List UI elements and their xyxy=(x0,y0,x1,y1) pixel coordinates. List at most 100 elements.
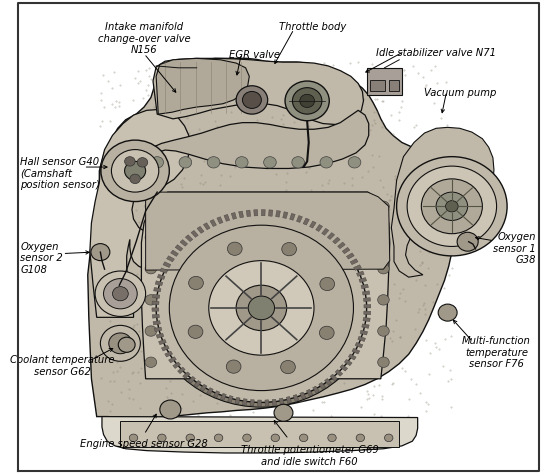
Polygon shape xyxy=(254,210,258,216)
Point xyxy=(370,383,379,390)
Point xyxy=(189,326,198,333)
Point xyxy=(112,358,121,366)
Point xyxy=(133,223,141,230)
Point xyxy=(314,272,322,280)
Point xyxy=(296,266,305,274)
Point xyxy=(377,395,386,403)
Circle shape xyxy=(384,434,393,442)
Point xyxy=(95,122,104,129)
Point xyxy=(199,157,208,164)
Point xyxy=(277,316,286,323)
Point xyxy=(345,372,354,380)
Point xyxy=(166,389,175,397)
Point xyxy=(294,211,303,219)
Polygon shape xyxy=(355,342,363,348)
Point xyxy=(181,279,190,287)
Point xyxy=(114,102,123,110)
Point xyxy=(377,84,386,91)
Point xyxy=(410,178,418,185)
Polygon shape xyxy=(268,210,273,216)
Point xyxy=(422,399,431,406)
Point xyxy=(332,107,340,114)
Point xyxy=(308,406,317,413)
Polygon shape xyxy=(194,381,201,387)
Point xyxy=(115,158,124,165)
Point xyxy=(112,142,121,149)
Point xyxy=(397,237,405,245)
Polygon shape xyxy=(153,287,161,292)
Point xyxy=(118,223,126,230)
Polygon shape xyxy=(156,333,164,338)
Circle shape xyxy=(235,156,248,168)
Point xyxy=(282,187,291,194)
Circle shape xyxy=(130,174,140,183)
Point xyxy=(144,288,152,295)
Point xyxy=(249,340,257,348)
Point xyxy=(304,81,312,89)
Polygon shape xyxy=(340,365,347,371)
Point xyxy=(396,290,404,297)
Point xyxy=(180,146,189,154)
Point xyxy=(143,81,152,88)
Polygon shape xyxy=(360,330,367,335)
Point xyxy=(391,242,399,250)
Text: Throttle potentiometer G69
and idle switch F60: Throttle potentiometer G69 and idle swit… xyxy=(241,445,379,466)
Point xyxy=(403,412,412,419)
Point xyxy=(401,297,410,305)
Polygon shape xyxy=(191,230,198,237)
Point xyxy=(319,187,327,194)
Point xyxy=(276,115,285,123)
Point xyxy=(368,81,377,89)
Point xyxy=(100,149,109,157)
Point xyxy=(150,103,158,110)
Point xyxy=(134,244,143,251)
Point xyxy=(229,378,238,385)
Point xyxy=(188,131,196,139)
Point xyxy=(390,240,399,248)
Point xyxy=(436,217,445,224)
Point xyxy=(99,103,108,111)
Point xyxy=(284,130,293,138)
Circle shape xyxy=(151,209,372,407)
Point xyxy=(367,317,376,325)
Polygon shape xyxy=(224,214,230,221)
Point xyxy=(162,212,170,219)
Point xyxy=(207,220,216,228)
Point xyxy=(199,180,208,188)
Point xyxy=(148,116,157,123)
Point xyxy=(112,98,120,105)
Bar xyxy=(370,80,385,91)
Point xyxy=(351,262,359,270)
Point xyxy=(418,73,427,81)
Point xyxy=(342,228,351,236)
Point xyxy=(108,84,117,92)
Polygon shape xyxy=(153,321,160,325)
Point xyxy=(297,253,306,261)
Point xyxy=(178,85,187,93)
Point xyxy=(279,111,287,118)
Point xyxy=(373,96,382,103)
Polygon shape xyxy=(344,359,352,365)
Point xyxy=(141,173,150,180)
Point xyxy=(108,368,117,376)
Point xyxy=(324,120,333,128)
Point xyxy=(225,411,234,419)
Point xyxy=(364,337,372,345)
Point xyxy=(369,391,378,398)
Polygon shape xyxy=(303,218,309,225)
Point xyxy=(129,323,138,331)
Circle shape xyxy=(282,243,296,256)
Point xyxy=(204,322,213,330)
Point xyxy=(369,213,377,220)
Point xyxy=(376,176,385,184)
Point xyxy=(328,86,337,94)
Circle shape xyxy=(226,360,241,373)
Point xyxy=(317,365,326,373)
Point xyxy=(358,292,367,299)
Point xyxy=(431,339,440,347)
Point xyxy=(138,273,147,281)
Point xyxy=(343,223,352,231)
Point xyxy=(146,359,154,366)
Point xyxy=(330,144,338,152)
Polygon shape xyxy=(391,128,494,277)
